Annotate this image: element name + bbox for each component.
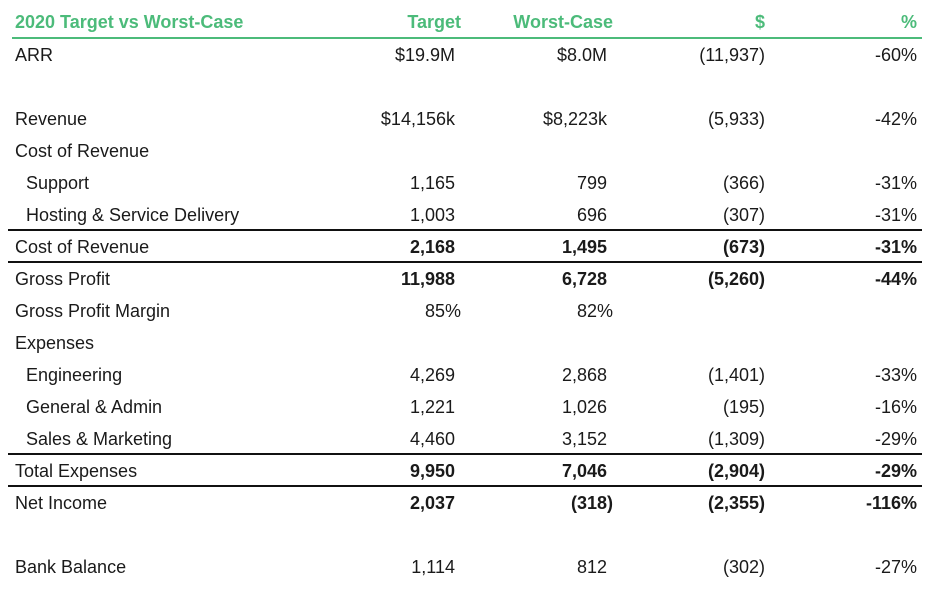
dollar-variance: (302)	[722, 557, 765, 577]
row-label: Sales & Marketing	[26, 429, 173, 449]
target-value: 2,168	[409, 237, 455, 257]
percent-variance: -31%	[874, 173, 917, 193]
dollar-variance: (673)	[722, 237, 765, 257]
table-row-total-expenses: Total Expenses 9,950 7,046 (2,904) -29%	[0, 455, 939, 487]
percent-variance: -31%	[874, 205, 917, 225]
row-label: Support	[26, 173, 90, 193]
table-row-net-income: Net Income 2,037 (318) (2,355) -116%	[0, 487, 939, 519]
table-row-bank-balance: Bank Balance 1,114 812 (302) -27%	[0, 551, 939, 583]
row-divider	[8, 485, 922, 487]
dollar-variance: (195)	[722, 397, 765, 417]
target-value: 85%	[424, 301, 461, 321]
row-label: Engineering	[26, 365, 123, 385]
dollar-variance: (5,260)	[707, 269, 765, 289]
percent-variance: -29%	[874, 429, 917, 449]
table-title: 2020 Target vs Worst-Case	[15, 12, 244, 32]
target-value: 1,165	[409, 173, 455, 193]
percent-variance: -42%	[874, 109, 917, 129]
column-header-percent: %	[900, 12, 917, 32]
target-value: 11,988	[400, 269, 455, 289]
dollar-variance: (366)	[722, 173, 765, 193]
worst-case-value: 696	[576, 205, 607, 225]
percent-variance: -60%	[874, 45, 917, 65]
worst-case-value: $8.0M	[556, 45, 607, 65]
worst-case-value: 812	[576, 557, 607, 577]
row-divider	[8, 453, 922, 455]
dollar-variance: (11,937)	[699, 45, 765, 65]
table-row-hosting: Hosting & Service Delivery 1,003 696 (30…	[0, 199, 939, 231]
dollar-variance: (5,933)	[707, 109, 765, 129]
dollar-variance: (307)	[722, 205, 765, 225]
row-divider	[8, 261, 922, 263]
worst-case-value: 82%	[576, 301, 613, 321]
column-header-worst-case: Worst-Case	[513, 12, 613, 32]
row-label: Cost of Revenue	[15, 237, 150, 257]
target-value: 4,460	[409, 429, 455, 449]
table-header: 2020 Target vs Worst-Case Target Worst-C…	[0, 7, 939, 39]
table-row-cost-of-revenue-section: Cost of Revenue	[0, 135, 939, 167]
percent-variance: -31%	[874, 237, 917, 257]
worst-case-value: 1,495	[561, 237, 607, 257]
table-row-arr: ARR $19.9M $8.0M (11,937) -60%	[0, 39, 939, 71]
table-row-general-admin: General & Admin 1,221 1,026 (195) -16%	[0, 391, 939, 423]
row-label: Bank Balance	[15, 557, 127, 577]
row-label: Cost of Revenue	[15, 141, 150, 161]
target-value: 1,003	[409, 205, 455, 225]
table-row-gross-profit-margin: Gross Profit Margin 85% 82%	[0, 295, 939, 327]
table-row-engineering: Engineering 4,269 2,868 (1,401) -33%	[0, 359, 939, 391]
column-header-target: Target	[407, 12, 461, 32]
target-value: 1,114	[411, 557, 455, 577]
table-row-support: Support 1,165 799 (366) -31%	[0, 167, 939, 199]
row-divider	[8, 229, 922, 231]
column-header-dollar: $	[754, 12, 765, 32]
worst-case-value: 6,728	[561, 269, 607, 289]
target-value: $14,156k	[380, 109, 455, 129]
worst-case-value: 2,868	[561, 365, 607, 385]
dollar-variance: (2,904)	[707, 461, 765, 481]
worst-case-value: 799	[576, 173, 607, 193]
row-label: ARR	[15, 45, 54, 65]
row-label: Hosting & Service Delivery	[26, 205, 240, 225]
percent-variance: -29%	[874, 461, 917, 481]
row-label: Net Income	[15, 493, 108, 513]
percent-variance: -27%	[874, 557, 917, 577]
target-value: 9,950	[409, 461, 455, 481]
table-row-expenses-section: Expenses	[0, 327, 939, 359]
row-label: Gross Profit	[15, 269, 111, 289]
percent-variance: -44%	[874, 269, 917, 289]
row-label: Expenses	[15, 333, 95, 353]
row-label: Gross Profit Margin	[15, 301, 171, 321]
worst-case-value: 1,026	[561, 397, 607, 417]
target-value: 2,037	[409, 493, 455, 513]
dollar-variance: (1,309)	[707, 429, 765, 449]
table-row-gross-profit: Gross Profit 11,988 6,728 (5,260) -44%	[0, 263, 939, 295]
dollar-variance: (2,355)	[707, 493, 765, 513]
percent-variance: -116%	[865, 493, 917, 513]
table-row-sales-marketing: Sales & Marketing 4,460 3,152 (1,309) -2…	[0, 423, 939, 455]
percent-variance: -33%	[874, 365, 917, 385]
worst-case-value: (318)	[570, 493, 613, 513]
percent-variance: -16%	[874, 397, 917, 417]
header-underline	[12, 37, 922, 39]
worst-case-value: 7,046	[561, 461, 607, 481]
worst-case-value: $8,223k	[542, 109, 607, 129]
dollar-variance: (1,401)	[707, 365, 765, 385]
target-value: 1,221	[409, 397, 455, 417]
target-value: $19.9M	[394, 45, 455, 65]
worst-case-value: 3,152	[561, 429, 607, 449]
row-label: General & Admin	[26, 397, 163, 417]
table-row-revenue: Revenue $14,156k $8,223k (5,933) -42%	[0, 103, 939, 135]
row-label: Total Expenses	[15, 461, 138, 481]
target-value: 4,269	[409, 365, 455, 385]
table-row-cost-of-revenue-total: Cost of Revenue 2,168 1,495 (673) -31%	[0, 231, 939, 263]
row-label: Revenue	[15, 109, 88, 129]
